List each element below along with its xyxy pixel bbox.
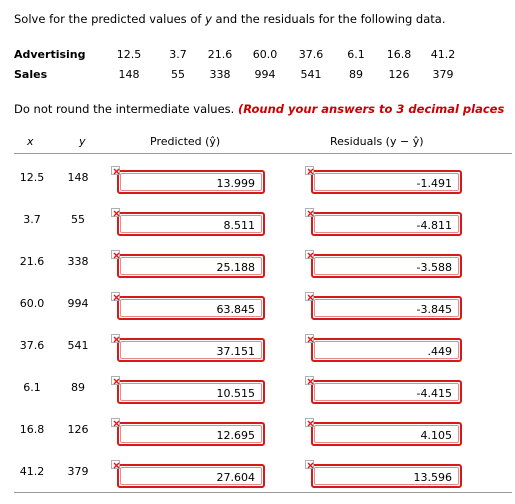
residual-input[interactable]: .449 [311, 338, 462, 362]
y-value: 994 [67, 297, 89, 310]
residual-answer: -4.415 [416, 387, 452, 400]
sales-label: Sales [14, 68, 48, 81]
advertising-value: 21.6 [207, 48, 233, 61]
advertising-label: Advertising [14, 48, 86, 61]
header-y: y [79, 135, 86, 148]
predicted-input[interactable]: 12.695 [117, 422, 265, 446]
residual-answer: -3.588 [416, 261, 452, 274]
prompt-variable-y: y [205, 12, 212, 26]
predicted-input[interactable]: 10.515 [117, 380, 265, 404]
residual-input[interactable]: -4.811 [311, 212, 462, 236]
incorrect-x-icon [305, 250, 314, 259]
instruction-text: Do not round the intermediate values. [14, 102, 238, 116]
incorrect-x-icon [111, 334, 120, 343]
sales-value: 55 [171, 68, 185, 81]
incorrect-x-icon [111, 292, 120, 301]
instruction-line: Do not round the intermediate values. (R… [14, 102, 504, 116]
residual-answer: 4.105 [420, 429, 453, 442]
x-value: 3.7 [23, 213, 41, 226]
predicted-answer: 37.151 [216, 345, 256, 358]
predicted-answer: 27.604 [216, 471, 256, 484]
residual-answer: -1.491 [416, 177, 452, 190]
y-value: 541 [67, 339, 89, 352]
advertising-value: 41.2 [430, 48, 456, 61]
predicted-answer: 63.845 [216, 303, 256, 316]
incorrect-x-icon [111, 166, 120, 175]
incorrect-x-icon [305, 376, 314, 385]
y-value: 338 [67, 255, 89, 268]
predicted-input[interactable]: 25.188 [117, 254, 265, 278]
predicted-answer: 8.511 [223, 219, 256, 232]
residual-input[interactable]: 4.105 [311, 422, 462, 446]
incorrect-x-icon [111, 376, 120, 385]
table-bottom-divider [14, 492, 512, 493]
incorrect-x-icon [305, 460, 314, 469]
advertising-value: 16.8 [386, 48, 412, 61]
y-value: 379 [67, 465, 89, 478]
sales-value: 541 [300, 68, 322, 81]
prompt-text-start: Solve for the predicted values of [14, 12, 206, 26]
residual-input[interactable]: -3.845 [311, 296, 462, 320]
x-value: 60.0 [19, 297, 45, 310]
x-value: 21.6 [19, 255, 45, 268]
incorrect-x-icon [111, 250, 120, 259]
x-value: 41.2 [19, 465, 45, 478]
predicted-answer: 10.515 [216, 387, 256, 400]
sales-value: 148 [118, 68, 140, 81]
advertising-value: 3.7 [169, 48, 187, 61]
incorrect-x-icon [305, 166, 314, 175]
predicted-answer: 12.695 [216, 429, 256, 442]
predicted-input[interactable]: 37.151 [117, 338, 265, 362]
sales-value: 379 [432, 68, 454, 81]
incorrect-x-icon [305, 208, 314, 217]
residual-answer: -4.811 [416, 219, 452, 232]
header-divider [14, 153, 512, 154]
prompt-text-end: and the residuals for the following data… [211, 12, 446, 26]
residual-answer: 13.596 [413, 471, 453, 484]
residual-input[interactable]: 13.596 [311, 464, 462, 488]
header-x: x [27, 135, 34, 148]
incorrect-x-icon [111, 208, 120, 217]
x-value: 12.5 [19, 171, 45, 184]
problem-prompt: Solve for the predicted values of y and … [14, 12, 446, 26]
advertising-value: 37.6 [298, 48, 324, 61]
predicted-answer: 13.999 [216, 177, 256, 190]
incorrect-x-icon [111, 460, 120, 469]
advertising-value: 6.1 [347, 48, 365, 61]
x-value: 6.1 [23, 381, 41, 394]
incorrect-x-icon [305, 292, 314, 301]
sales-value: 338 [209, 68, 231, 81]
sales-value: 994 [254, 68, 276, 81]
x-value: 16.8 [19, 423, 45, 436]
y-value: 126 [67, 423, 89, 436]
header-residuals: Residuals (y − ŷ) [330, 135, 424, 148]
y-value: 148 [67, 171, 89, 184]
predicted-input[interactable]: 8.511 [117, 212, 265, 236]
x-value: 37.6 [19, 339, 45, 352]
incorrect-x-icon [305, 418, 314, 427]
predicted-input[interactable]: 63.845 [117, 296, 265, 320]
advertising-value: 60.0 [252, 48, 278, 61]
y-value: 89 [71, 381, 85, 394]
residual-input[interactable]: -4.415 [311, 380, 462, 404]
y-value: 55 [71, 213, 85, 226]
rounding-instruction: (Round your answers to 3 decimal places [237, 102, 505, 116]
residual-input[interactable]: -3.588 [311, 254, 462, 278]
incorrect-x-icon [305, 334, 314, 343]
residual-answer: -3.845 [416, 303, 452, 316]
incorrect-x-icon [111, 418, 120, 427]
header-predicted: Predicted (ŷ) [150, 135, 221, 148]
residual-input[interactable]: -1.491 [311, 170, 462, 194]
sales-value: 89 [349, 68, 363, 81]
sales-value: 126 [388, 68, 410, 81]
advertising-value: 12.5 [116, 48, 142, 61]
predicted-input[interactable]: 27.604 [117, 464, 265, 488]
predicted-input[interactable]: 13.999 [117, 170, 265, 194]
predicted-answer: 25.188 [216, 261, 256, 274]
residual-answer: .449 [427, 345, 453, 358]
